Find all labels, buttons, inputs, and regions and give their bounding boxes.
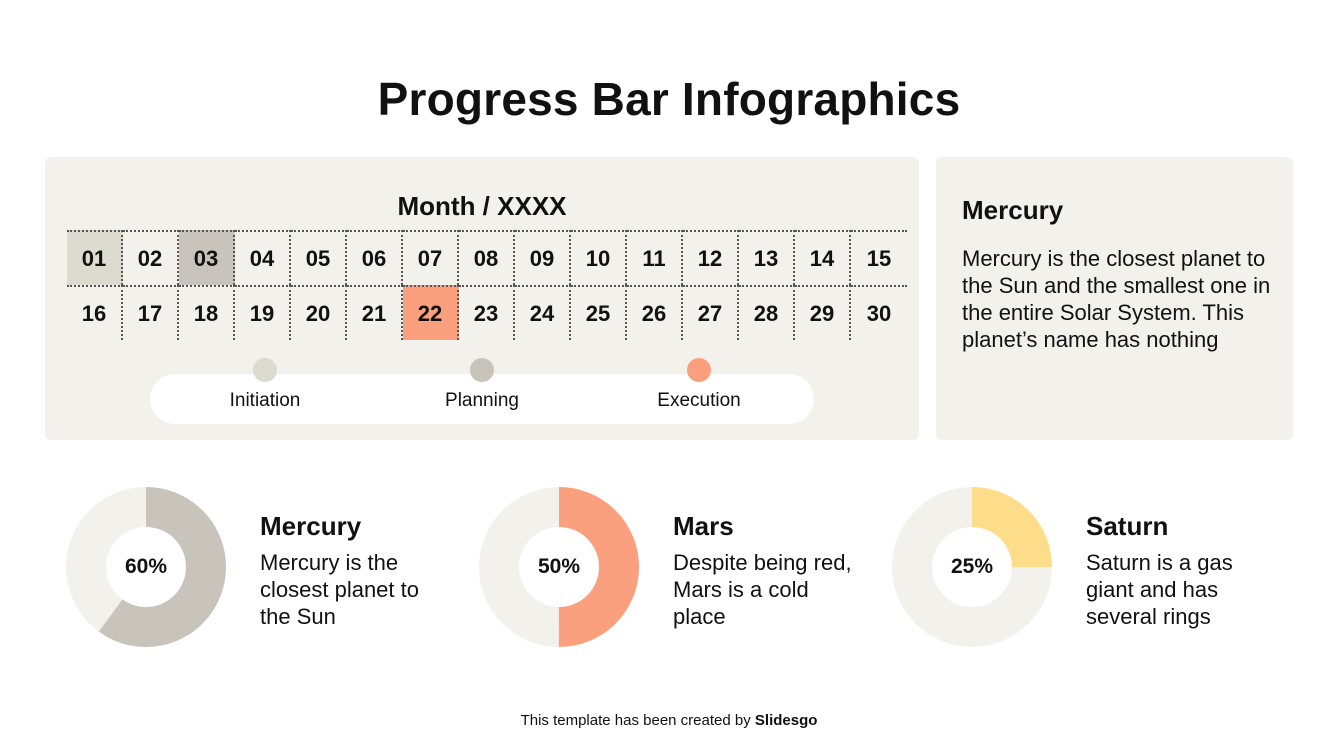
month-label: Month / XXXX (397, 191, 567, 221)
page-title: Progress Bar Infographics (377, 73, 961, 125)
legend-label: Initiation (229, 390, 301, 411)
donut-percent-label: 25% (950, 555, 994, 578)
footer-prefix: This template has been created by (520, 712, 755, 729)
calendar-day: 05 (291, 230, 347, 285)
stat-title: Mercury (260, 511, 362, 541)
info-panel: Mercury Mercury is the closest planet to… (936, 157, 1293, 440)
calendar-day: 02 (123, 230, 179, 285)
calendar-day: 27 (683, 285, 739, 340)
calendar-day: 29 (795, 285, 851, 340)
donut-arc (479, 487, 639, 647)
stat-text: Mercury is the closest planet to the Sun (260, 550, 419, 629)
donut-percent-label: 50% (537, 555, 581, 578)
calendar-day: 25 (571, 285, 627, 340)
calendar-day: 11 (627, 230, 683, 285)
calendar-day: 17 (123, 285, 179, 340)
calendar-day: 07 (403, 230, 459, 285)
calendar-day: 19 (235, 285, 291, 340)
stat-text: Saturn is a gas giant and has several ri… (1086, 550, 1233, 629)
calendar-day: 13 (739, 230, 795, 285)
donut-chart (66, 487, 226, 647)
legend-dot (253, 358, 277, 382)
stat-block-mercury: 60% Mercury Mercury is the closest plane… (66, 487, 466, 647)
calendar-day: 28 (739, 285, 795, 340)
footer-credit: This template has been created by Slides… (0, 712, 1338, 729)
calendar-day: 10 (571, 230, 627, 285)
calendar-day: 15 (851, 230, 907, 285)
calendar-day: 26 (627, 285, 683, 340)
calendar-day: 22 (403, 285, 459, 340)
stat-block-saturn: 25% Saturn Saturn is a gas giant and has… (892, 487, 1292, 647)
stat-text: Despite being red, Mars is a cold place (673, 550, 852, 629)
calendar-day: 24 (515, 285, 571, 340)
donut-arc (66, 487, 226, 647)
footer-brand: Slidesgo (754, 712, 818, 729)
stat-title: Mars (673, 511, 734, 541)
calendar-panel: Month / XXXX 01 02 03 04 05 06 07 08 09 10 11 12 13 1… (45, 157, 919, 440)
calendar-day: 08 (459, 230, 515, 285)
legend-label: Planning (445, 390, 519, 411)
info-title: Mercury (962, 195, 1064, 225)
donut-chart (892, 487, 1052, 647)
phase-legend: Initiation Planning Execution (150, 358, 814, 424)
calendar-day: 14 (795, 230, 851, 285)
info-text: Mercury is the closest planet to the Sun… (962, 246, 1271, 352)
calendar-day: 30 (851, 285, 907, 340)
calendar-day: 16 (67, 285, 123, 340)
donut-chart (479, 487, 639, 647)
calendar-day: 20 (291, 285, 347, 340)
legend-label: Execution (657, 390, 741, 411)
legend-dot (470, 358, 494, 382)
calendar-day: 21 (347, 285, 403, 340)
calendar-day: 12 (683, 230, 739, 285)
donut-percent-label: 60% (124, 555, 168, 578)
stat-title: Saturn (1086, 511, 1169, 541)
calendar-day: 04 (235, 230, 291, 285)
legend-dot (687, 358, 711, 382)
calendar-day: 09 (515, 230, 571, 285)
calendar-day: 18 (179, 285, 235, 340)
calendar-day: 03 (179, 230, 235, 285)
stat-block-mars: 50% Mars Despite being red, Mars is a co… (479, 487, 879, 647)
calendar-day: 23 (459, 285, 515, 340)
calendar-day: 01 (67, 230, 123, 285)
calendar-day: 06 (347, 230, 403, 285)
donut-arc (892, 487, 1052, 647)
calendar-grid: 01 02 03 04 05 06 07 08 09 10 11 12 13 14 15 16 17 18 19 20… (67, 230, 907, 340)
